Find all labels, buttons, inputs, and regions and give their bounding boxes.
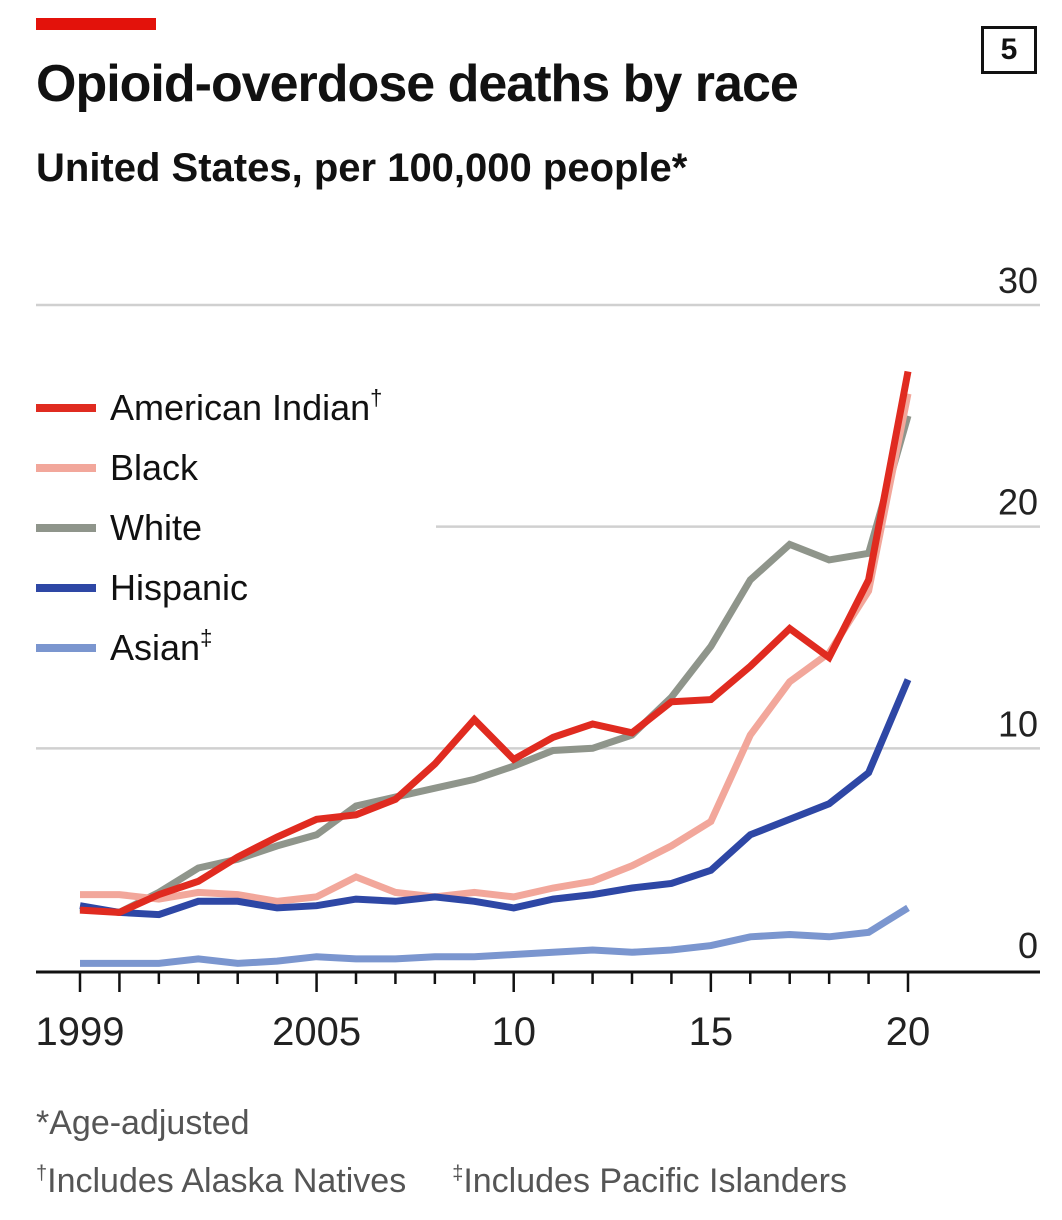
series-line-asian	[80, 904, 910, 967]
y-tick-label-10: 10	[998, 703, 1038, 744]
legend-item-asian: Asian‡	[36, 618, 382, 678]
footnote-pacific-islanders: Includes Pacific Islanders	[463, 1162, 847, 1200]
footnotes: *Age-adjusted †Includes Alaska Natives ‡…	[36, 1104, 847, 1220]
legend-item-black: Black	[36, 438, 382, 498]
legend-item-american-indian: American Indian†	[36, 378, 382, 438]
legend-label-white: White	[110, 507, 203, 548]
series-line-black	[80, 393, 912, 905]
footnote-dagger-mark: †	[36, 1162, 48, 1185]
accent-bar	[36, 18, 156, 30]
chart-subtitle: United States, per 100,000 people*	[36, 146, 688, 190]
legend-swatch-white	[36, 524, 96, 532]
legend: American Indian† Black White Hispanic As…	[36, 378, 382, 678]
footnote-age-adjusted: *Age-adjusted	[36, 1104, 250, 1142]
x-axis	[36, 970, 1040, 992]
legend-swatch-black	[36, 464, 96, 472]
chart-title: Opioid-overdose deaths by race	[36, 55, 799, 113]
legend-item-white: White	[36, 498, 382, 558]
legend-item-hispanic: Hispanic	[36, 558, 382, 618]
x-tick-label-10: 10	[491, 1010, 536, 1054]
legend-swatch-asian	[36, 644, 96, 652]
legend-label-asian: Asian	[110, 627, 201, 668]
chart-number-badge: 5	[981, 26, 1037, 74]
series-line-american-indian	[79, 370, 912, 916]
tick-labels: 0 10 20 30 1999 2005 10 15 20	[36, 260, 1038, 1054]
series-line-hispanic	[79, 678, 912, 919]
x-tick-label-15: 15	[689, 1010, 734, 1054]
legend-swatch-hispanic	[36, 584, 96, 592]
y-tick-label-20: 20	[998, 482, 1038, 523]
series-line-white	[79, 414, 912, 916]
legend-label-black: Black	[110, 447, 199, 488]
y-tick-label-0: 0	[1018, 925, 1038, 966]
x-tick-label-1999: 1999	[36, 1010, 125, 1054]
legend-mark-american-indian: †	[370, 385, 383, 410]
legend-mark-asian: ‡	[200, 625, 213, 650]
x-tick-label-20: 20	[886, 1010, 931, 1054]
legend-swatch-american-indian	[36, 404, 96, 412]
footnote-alaska-natives: Includes Alaska Natives	[47, 1162, 407, 1200]
series-lines	[79, 370, 912, 967]
footnote-double-dagger-mark: ‡	[452, 1162, 464, 1185]
x-tick-label-2005: 2005	[272, 1010, 361, 1054]
y-tick-label-30: 30	[998, 260, 1038, 301]
legend-label-hispanic: Hispanic	[110, 567, 249, 608]
legend-label-american-indian: American Indian	[110, 387, 371, 428]
